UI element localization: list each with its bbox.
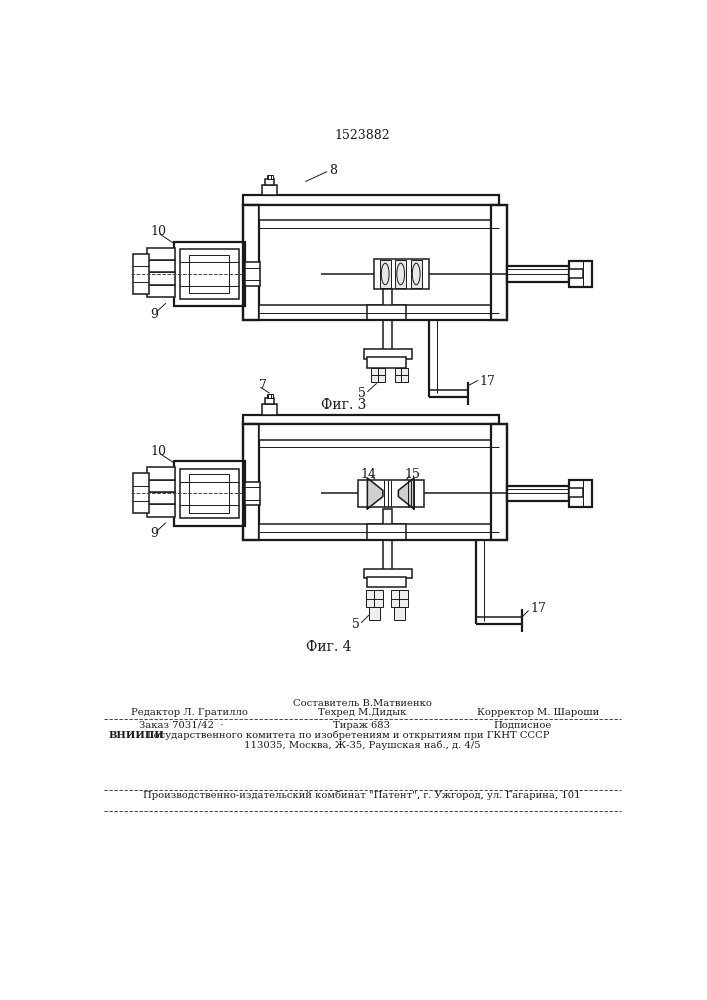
Text: Государственного комитета по изобретениям и открытиям при ГКНТ СССР: Государственного комитета по изобретения… xyxy=(147,730,550,740)
Text: ВНИИПИ: ВНИИПИ xyxy=(109,731,165,740)
Bar xyxy=(569,261,592,287)
Bar xyxy=(491,205,507,320)
Bar xyxy=(134,254,149,294)
Bar xyxy=(243,424,507,540)
Bar xyxy=(180,249,239,299)
Bar xyxy=(363,349,411,359)
Bar xyxy=(507,486,569,501)
Bar xyxy=(189,474,230,513)
Bar xyxy=(147,467,175,480)
Bar xyxy=(243,424,499,433)
Bar xyxy=(243,205,507,320)
Bar xyxy=(371,368,385,382)
Bar xyxy=(383,509,392,570)
Bar xyxy=(147,492,175,504)
Bar xyxy=(243,424,259,540)
Text: 5: 5 xyxy=(358,387,366,400)
Bar xyxy=(259,424,499,440)
Bar xyxy=(411,260,421,288)
Bar xyxy=(262,185,277,195)
Text: 8: 8 xyxy=(329,164,337,177)
Text: 7: 7 xyxy=(259,379,267,392)
Bar xyxy=(147,260,175,272)
Bar xyxy=(366,590,383,607)
Text: 113035, Москва, Ж-35, Раушская наб., д. 4/5: 113035, Москва, Ж-35, Раушская наб., д. … xyxy=(244,740,480,750)
Bar xyxy=(394,607,404,620)
Bar xyxy=(147,248,175,260)
Bar xyxy=(147,272,175,285)
Bar xyxy=(267,175,273,179)
Text: 15: 15 xyxy=(404,468,420,481)
Bar xyxy=(243,415,499,424)
Bar xyxy=(569,488,583,497)
Bar xyxy=(368,524,406,540)
Bar xyxy=(259,305,499,320)
Bar xyxy=(491,424,507,540)
Text: 10: 10 xyxy=(150,225,166,238)
Text: 1523882: 1523882 xyxy=(334,129,390,142)
Polygon shape xyxy=(398,478,414,509)
Bar xyxy=(243,205,259,320)
Text: 10: 10 xyxy=(150,445,166,458)
Bar xyxy=(368,357,406,368)
Text: Подписное: Подписное xyxy=(493,721,551,730)
Bar xyxy=(245,262,260,286)
Bar xyxy=(259,205,499,220)
Bar xyxy=(189,255,230,293)
Text: Тираж 683: Тираж 683 xyxy=(334,721,390,730)
Text: 9: 9 xyxy=(151,527,158,540)
Bar xyxy=(380,260,391,288)
Bar xyxy=(368,577,406,587)
Text: 17: 17 xyxy=(480,375,496,388)
Bar xyxy=(507,489,569,493)
Bar xyxy=(507,269,569,274)
Bar xyxy=(243,195,499,205)
Bar xyxy=(147,285,175,297)
Bar xyxy=(368,305,406,320)
Bar xyxy=(174,461,245,526)
Text: Техред М.Дидык: Техред М.Дидык xyxy=(317,708,406,717)
Bar xyxy=(395,368,409,382)
Bar xyxy=(369,607,380,620)
Bar xyxy=(147,504,175,517)
Bar xyxy=(569,480,592,507)
Text: Фиг. 4: Фиг. 4 xyxy=(306,640,351,654)
Text: 5: 5 xyxy=(352,618,360,631)
Bar xyxy=(265,398,274,404)
Bar xyxy=(134,473,149,513)
Bar xyxy=(391,590,408,607)
Text: 9: 9 xyxy=(151,308,158,321)
Bar xyxy=(245,482,260,505)
Text: Производственно-издательский комбинат "Патент", г. Ужгород, ул. Гагарина, 101: Производственно-издательский комбинат "П… xyxy=(143,790,580,800)
Text: 14: 14 xyxy=(361,468,377,481)
Bar xyxy=(243,205,499,214)
Polygon shape xyxy=(368,478,383,509)
Bar xyxy=(147,480,175,492)
Bar xyxy=(265,179,274,185)
Bar xyxy=(373,259,429,289)
Text: Заказ 7031/42  ·: Заказ 7031/42 · xyxy=(139,721,223,730)
Bar xyxy=(395,260,406,288)
Bar xyxy=(259,524,499,540)
Bar xyxy=(180,469,239,518)
Bar xyxy=(174,242,245,306)
Bar xyxy=(569,269,583,278)
Bar xyxy=(267,394,273,398)
Bar xyxy=(507,266,569,282)
Bar xyxy=(383,289,392,351)
Text: Составитель В.Матвиенко: Составитель В.Матвиенко xyxy=(293,699,431,708)
Text: Фиг. 3: Фиг. 3 xyxy=(322,398,367,412)
Text: Корректор М. Шароши: Корректор М. Шароши xyxy=(477,708,599,717)
Bar xyxy=(358,480,424,507)
Text: 17: 17 xyxy=(530,602,546,615)
Bar xyxy=(363,569,411,578)
Text: Редактор Л. Гратилло: Редактор Л. Гратилло xyxy=(131,708,247,717)
Bar xyxy=(262,404,277,415)
